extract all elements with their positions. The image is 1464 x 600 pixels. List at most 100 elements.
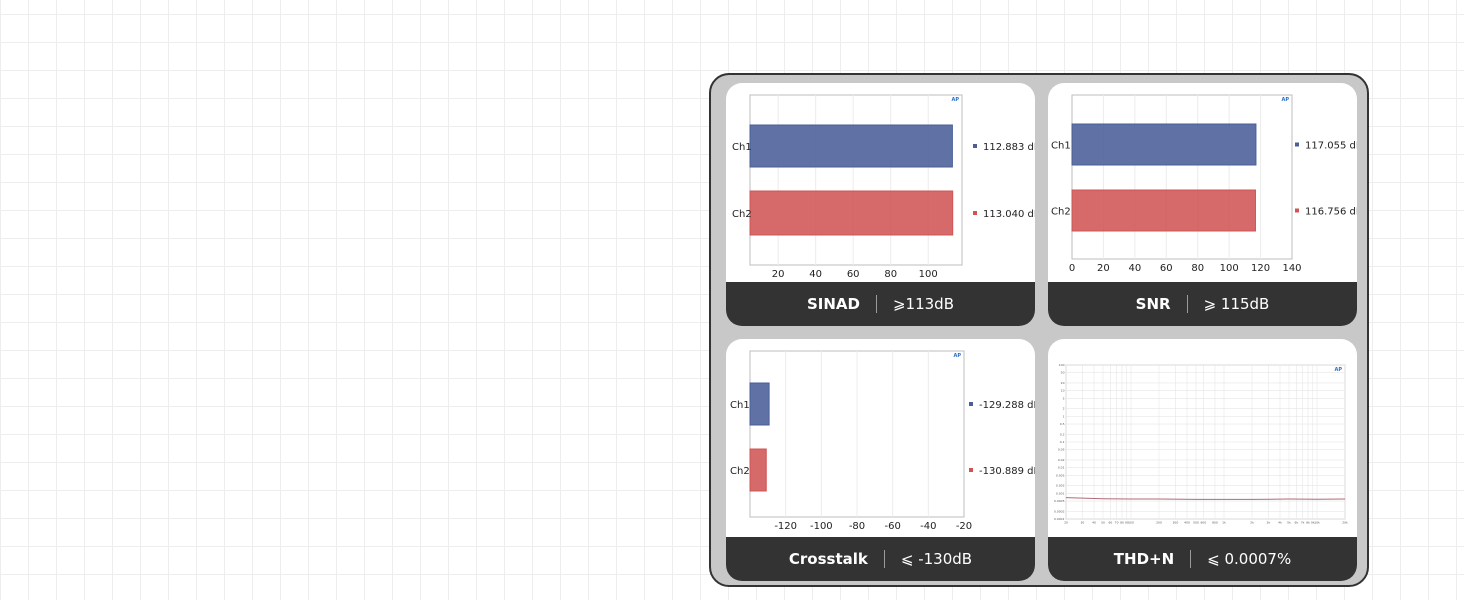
x-tick-label: 120	[1251, 263, 1270, 274]
category-label: Ch2	[730, 466, 750, 477]
x-tick-label: 100	[1128, 521, 1134, 525]
y-tick-label: 0.001	[1056, 491, 1065, 495]
x-tick-label: 6k	[1295, 521, 1299, 525]
metric-spec: ⩽ -130dB	[900, 550, 973, 568]
x-tick-label: 40	[1128, 263, 1141, 274]
x-tick-label: 60	[1108, 521, 1112, 525]
divider	[875, 295, 877, 313]
x-tick-label: 400	[1184, 521, 1190, 525]
x-tick-label: 3k	[1267, 521, 1271, 525]
bar	[749, 448, 767, 492]
legend-swatch	[1295, 208, 1299, 213]
thdn-footer: THD+N ⩽ 0.0007%	[1048, 537, 1357, 581]
x-tick-label: 9k	[1311, 521, 1315, 525]
y-tick-label: 5	[1063, 396, 1065, 400]
x-tick-label: 1k	[1222, 521, 1226, 525]
x-tick-label: 80	[1191, 263, 1204, 274]
x-tick-label: -40	[920, 521, 936, 532]
analyzer-logo: AP	[951, 97, 959, 103]
bar	[749, 124, 953, 168]
x-tick-label: 100	[919, 269, 938, 280]
thdn-chart: 100 50 20 10 5 2 1 0.5 0.2 0.1 0.05 0.02 0.01 0.005 0.…	[1054, 363, 1348, 525]
legend-swatch	[969, 402, 973, 406]
x-tick-label: 20	[772, 269, 785, 280]
x-tick-label: 80	[1120, 521, 1124, 525]
category-label: Ch1	[732, 142, 752, 153]
x-tick-label: 30	[1080, 521, 1084, 525]
snr-panel: 0 20 40 60 80 100 120 140 AP Ch1 117.055 dB Ch2 116.…	[1048, 83, 1357, 326]
x-tick-label: 4k	[1278, 521, 1282, 525]
category-label: Ch1	[1051, 141, 1071, 152]
x-tick-label: 600	[1201, 521, 1207, 525]
y-tick-label: 1	[1063, 414, 1065, 418]
thdn-panel: 100 50 20 10 5 2 1 0.5 0.2 0.1 0.05 0.02 0.01 0.005 0.…	[1048, 339, 1357, 581]
metric-spec: ⩽ 0.0007%	[1207, 550, 1292, 568]
x-tick-label: 50	[1101, 521, 1105, 525]
y-tick-label: 0.0001	[1054, 517, 1065, 521]
analyzer-logo: AP	[1281, 97, 1289, 103]
x-tick-label: 90	[1125, 521, 1129, 525]
x-tick-label: -100	[810, 521, 833, 532]
snr-footer: SNR ⩾ 115dB	[1048, 282, 1357, 326]
sinad-footer: SINAD ⩾113dB	[726, 282, 1035, 326]
plot-area	[1071, 94, 1293, 260]
x-tick-label: 300	[1173, 521, 1179, 525]
divider	[1186, 295, 1188, 313]
x-tick-label: 20	[1064, 521, 1068, 525]
metric-name: THD+N	[1113, 550, 1175, 568]
plot-area	[749, 94, 963, 266]
x-tick-label: 140	[1282, 263, 1301, 274]
legend-swatch	[969, 468, 973, 472]
metric-name: SINAD	[806, 295, 860, 313]
x-tick-label: -60	[884, 521, 900, 532]
crosstalk-panel: -120 -100 -80 -60 -40 -20 AP Ch1 -129.288 dB Ch2 -…	[726, 339, 1035, 581]
y-tick-label: 2	[1063, 407, 1065, 411]
x-tick-label: 8k	[1306, 521, 1310, 525]
metric-name: Crosstalk	[788, 550, 868, 568]
bar	[1071, 123, 1257, 166]
x-tick-label: 500	[1193, 521, 1199, 525]
x-tick-label: 80	[884, 269, 897, 280]
legend-swatch	[973, 211, 977, 215]
x-tick-label: -80	[849, 521, 865, 532]
y-tick-label: 0.005	[1056, 473, 1065, 477]
metric-name: SNR	[1135, 295, 1171, 313]
y-tick-label: 50	[1061, 371, 1065, 375]
y-tick-label: 0.0005	[1054, 499, 1065, 503]
crosstalk-chart: -120 -100 -80 -60 -40 -20 AP Ch1 -129.288 dB Ch2 -…	[730, 350, 1035, 532]
x-tick-label: 100	[1220, 263, 1239, 274]
y-tick-label: 0.1	[1060, 440, 1065, 444]
x-tick-label: 20	[1097, 263, 1110, 274]
category-label: Ch2	[732, 209, 752, 220]
y-tick-label: 20	[1061, 381, 1065, 385]
category-label: Ch1	[730, 400, 750, 411]
legend-swatch	[1295, 142, 1299, 147]
y-tick-label: 0.2	[1060, 432, 1065, 436]
y-tick-label: 10	[1061, 389, 1065, 393]
snr-chart: 0 20 40 60 80 100 120 140 AP Ch1 117.055 dB Ch2 116.…	[1051, 94, 1357, 274]
x-tick-label: 2k	[1250, 521, 1254, 525]
x-tick-label: 10k	[1314, 521, 1320, 525]
y-tick-label: 0.02	[1058, 458, 1065, 462]
series-line	[1065, 497, 1346, 500]
x-tick-label: 5k	[1287, 521, 1291, 525]
y-tick-label: 0.01	[1058, 466, 1065, 470]
value-label: 117.055 dB	[1305, 141, 1357, 152]
divider	[883, 550, 885, 568]
sinad-chart: 20 40 60 80 100 AP Ch1 112.883 dB Ch2 113.040 dB	[732, 94, 1035, 280]
x-tick-label: -120	[774, 521, 797, 532]
x-tick-label: 20k	[1342, 521, 1348, 525]
value-label: 116.756 dB	[1305, 207, 1357, 218]
metric-spec: ⩾ 115dB	[1203, 295, 1270, 313]
x-tick-label: 200	[1156, 521, 1162, 525]
analyzer-logo: AP	[1334, 367, 1342, 373]
x-tick-label: 40	[809, 269, 822, 280]
crosstalk-footer: Crosstalk ⩽ -130dB	[726, 537, 1035, 581]
x-tick-label: 60	[1160, 263, 1173, 274]
divider	[1190, 550, 1192, 568]
value-label: -130.889 dB	[979, 466, 1035, 477]
category-label: Ch2	[1051, 207, 1071, 218]
bar	[749, 190, 954, 236]
y-tick-label: 0.0002	[1054, 509, 1065, 513]
y-tick-label: 0.5	[1060, 422, 1065, 426]
